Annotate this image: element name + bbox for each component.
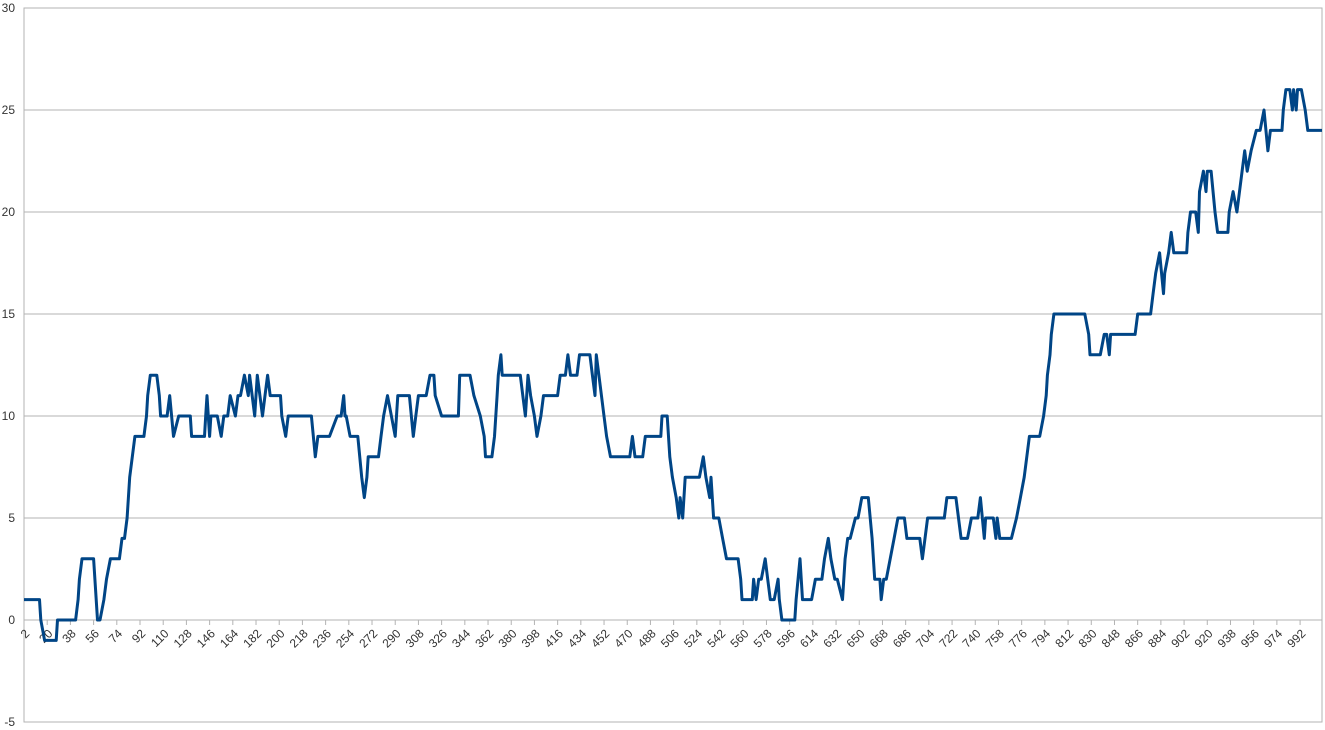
x-tick-label: 344 <box>449 626 473 650</box>
x-tick-label: 596 <box>774 626 798 650</box>
x-tick-label: 20 <box>36 626 56 646</box>
x-tick-label: 650 <box>844 626 868 650</box>
y-tick-label: -5 <box>4 715 15 729</box>
x-tick-label: 740 <box>960 626 984 650</box>
x-tick-label: 848 <box>1099 626 1123 650</box>
x-tick-label: 884 <box>1145 626 1169 650</box>
x-tick-label: 992 <box>1284 626 1308 650</box>
x-tick-label: 722 <box>936 626 960 650</box>
x-tick-label: 452 <box>588 626 612 650</box>
x-tick-label: 146 <box>194 626 218 650</box>
x-tick-label: 56 <box>83 626 103 646</box>
y-tick-label: 5 <box>8 511 15 525</box>
y-tick-label: 15 <box>2 307 16 321</box>
x-tick-label: 704 <box>913 626 937 650</box>
y-tick-label: 20 <box>2 205 16 219</box>
x-tick-label: 182 <box>240 626 264 650</box>
x-tick-label: 524 <box>681 626 705 650</box>
x-tick-label: 434 <box>565 626 589 650</box>
x-tick-label: 938 <box>1215 626 1239 650</box>
x-tick-label: 38 <box>59 626 79 646</box>
x-tick-label: 974 <box>1261 626 1285 650</box>
x-tick-label: 290 <box>380 626 404 650</box>
y-tick-label: 10 <box>2 409 16 423</box>
x-tick-label: 236 <box>310 626 334 650</box>
x-tick-label: 776 <box>1006 626 1030 650</box>
x-tick-label: 614 <box>797 626 821 650</box>
x-tick-label: 74 <box>106 626 126 646</box>
x-tick-label: 956 <box>1238 626 1262 650</box>
x-tick-label: 542 <box>704 626 728 650</box>
x-tick-label: 866 <box>1122 626 1146 650</box>
x-tick-label: 470 <box>612 626 636 650</box>
plot-area <box>23 7 1323 723</box>
x-tick-label: 794 <box>1029 626 1053 650</box>
y-tick-label: 30 <box>2 1 16 15</box>
x-tick-label: 398 <box>519 626 543 650</box>
x-tick-label: 812 <box>1052 626 1076 650</box>
x-tick-label: 578 <box>751 626 775 650</box>
x-tick-label: 506 <box>658 626 682 650</box>
x-tick-label: 758 <box>983 626 1007 650</box>
x-tick-label: 902 <box>1168 626 1192 650</box>
x-tick-label: 272 <box>356 626 380 650</box>
x-tick-label: 308 <box>403 626 427 650</box>
y-tick-label: 25 <box>2 103 16 117</box>
x-tick-label: 254 <box>333 626 357 650</box>
x-tick-label: 326 <box>426 626 450 650</box>
x-tick-label: 110 <box>148 626 172 650</box>
x-tick-label: 362 <box>472 626 496 650</box>
x-tick-label: 164 <box>217 626 241 650</box>
x-tick-label: 218 <box>287 626 311 650</box>
x-tick-label: 380 <box>496 626 520 650</box>
x-tick-label: 128 <box>171 626 195 650</box>
x-tick-label: 416 <box>542 626 566 650</box>
x-tick-label: 560 <box>728 626 752 650</box>
x-tick-label: 632 <box>820 626 844 650</box>
x-tick-label: 200 <box>263 626 287 650</box>
x-tick-label: 920 <box>1192 626 1216 650</box>
x-tick-label: 488 <box>635 626 659 650</box>
x-tick-label: 686 <box>890 626 914 650</box>
x-tick-label: 668 <box>867 626 891 650</box>
x-tick-label: 2 <box>18 626 33 641</box>
x-tick-label: 830 <box>1076 626 1100 650</box>
x-tick-label: 92 <box>129 626 149 646</box>
data-line <box>24 88 1322 642</box>
y-tick-label: 0 <box>8 613 15 627</box>
